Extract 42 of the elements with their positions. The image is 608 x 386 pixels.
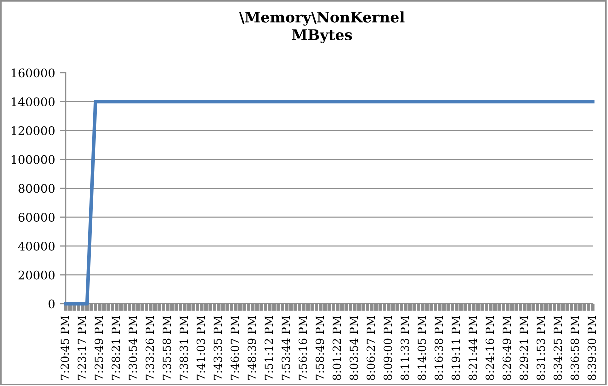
y-tick-label: 140000 <box>12 98 55 107</box>
x-tick-label: 8:11:33 PM <box>400 316 410 380</box>
x-tick-label: 7:58:49 PM <box>316 316 324 380</box>
x-tick-label: 8:24:16 PM <box>486 316 494 380</box>
x-tick-label: 8:09:00 PM <box>384 316 392 380</box>
x-tick-label: 8:39:30 PM <box>588 316 596 380</box>
x-tick-label: 7:53:44 PM <box>282 316 290 380</box>
x-tick-label: 7:20:45 PM <box>60 316 70 380</box>
x-tick-label: 8:03:54 PM <box>350 316 358 380</box>
y-tick-label: 0 <box>48 300 55 309</box>
x-tick-label: 8:01:22 PM <box>332 316 342 380</box>
y-tick-label: 20000 <box>18 270 55 280</box>
y-tick-label: 80000 <box>18 184 55 194</box>
x-tick-label: 8:36:58 PM <box>570 316 580 380</box>
x-tick-label: 8:16:38 PM <box>434 316 444 380</box>
x-tick-label: 7:35:58 PM <box>162 316 172 380</box>
x-tick-label: 8:21:44 PM <box>468 316 478 380</box>
x-tick-label: 8:31:53 PM <box>536 316 546 380</box>
x-tick-label: 7:43:35 PM <box>214 316 222 380</box>
x-tick-label: 7:56:16 PM <box>298 316 308 380</box>
y-tick-label: 100000 <box>12 155 55 164</box>
x-tick-label: 7:30:54 PM <box>128 316 138 380</box>
x-tick-label: 8:29:21 PM <box>520 316 528 380</box>
y-tick-label: 120000 <box>12 126 55 136</box>
y-tick-label: 40000 <box>18 242 55 251</box>
x-tick-label: 7:46:07 PM <box>230 316 240 380</box>
x-tick-label: 7:51:12 PM <box>264 316 274 380</box>
x-tick-label: 7:38:31 PM <box>180 316 188 380</box>
x-tick-label: 7:25:49 PM <box>94 316 104 380</box>
x-tick-label: 8:14:05 PM <box>418 316 426 380</box>
y-tick-label: 60000 <box>18 213 55 222</box>
x-tick-label: 7:23:17 PM <box>78 316 86 380</box>
x-tick-label: 7:41:03 PM <box>196 316 206 380</box>
x-tick-label: 8:34:25 PM <box>554 316 562 380</box>
x-tick-label: 8:19:11 PM <box>452 316 460 380</box>
x-tick-label: 7:28:21 PM <box>112 316 120 380</box>
x-tick-label: 7:33:26 PM <box>146 316 154 380</box>
x-tick-label: 7:48:39 PM <box>248 316 256 380</box>
x-tick-label: 8:06:27 PM <box>366 316 376 380</box>
chart-title: \Memory\NonKernel MBytes <box>239 12 405 44</box>
x-tick-label: 8:26:49 PM <box>502 316 512 380</box>
y-tick-label: 160000 <box>12 68 55 78</box>
